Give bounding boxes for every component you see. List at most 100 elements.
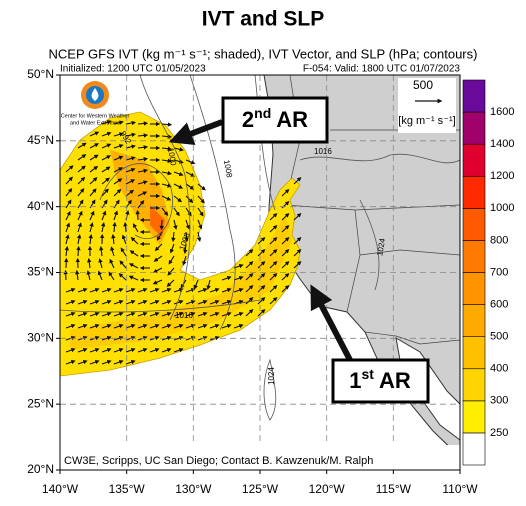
vector	[161, 122, 173, 127]
vector	[185, 300, 196, 305]
vector	[153, 267, 163, 273]
vector	[113, 210, 118, 221]
vector	[65, 348, 76, 353]
vector	[65, 300, 76, 305]
vector	[125, 167, 136, 173]
vector	[89, 177, 98, 185]
colorbar-swatch	[462, 208, 486, 241]
vector	[257, 236, 266, 245]
vector	[281, 248, 290, 257]
vector	[65, 234, 70, 245]
vector-units: [kg m⁻¹ s⁻¹]	[398, 115, 455, 127]
vector	[65, 324, 76, 329]
vector	[137, 145, 149, 150]
vector	[269, 224, 278, 233]
vector	[65, 199, 72, 209]
vector	[101, 312, 112, 317]
vector	[161, 300, 172, 305]
colorbar-swatch	[462, 111, 486, 145]
vector	[161, 170, 173, 176]
vector	[196, 231, 202, 242]
vector	[184, 231, 189, 243]
vector	[209, 324, 220, 329]
vector	[101, 300, 112, 305]
vector	[101, 188, 109, 197]
vector	[101, 177, 110, 185]
colorbar-label: 1400	[490, 138, 514, 150]
slp-contour	[189, 75, 236, 331]
colorbar-swatch	[462, 304, 486, 337]
vector	[245, 272, 254, 281]
vector	[149, 312, 160, 317]
vector	[113, 312, 124, 317]
vector	[77, 348, 88, 353]
vector	[75, 269, 80, 281]
vector	[209, 300, 220, 305]
ar-suffix: nd	[254, 105, 271, 121]
longitude-label: 125°W	[242, 482, 279, 496]
latitude-label: 45°N	[27, 133, 54, 147]
vector	[269, 212, 278, 221]
vector	[98, 258, 103, 269]
vector	[99, 245, 104, 257]
vector	[125, 156, 136, 161]
vector	[269, 248, 278, 257]
title: IVT and SLP	[202, 8, 325, 31]
vector	[125, 144, 136, 149]
vector	[129, 263, 139, 269]
vector	[77, 300, 88, 305]
vector	[197, 183, 206, 191]
contour-label: 1016	[314, 147, 332, 156]
vector	[173, 348, 184, 353]
longitude-label: 120°W	[309, 482, 346, 496]
colorbar-label: 500	[490, 331, 508, 343]
vector	[221, 324, 232, 329]
vector	[185, 219, 190, 230]
vector	[185, 312, 196, 317]
vector	[137, 324, 148, 329]
vector	[171, 231, 176, 243]
vector	[152, 279, 163, 285]
vector	[185, 324, 196, 329]
vector-value: 500	[413, 78, 433, 92]
vector	[173, 195, 183, 203]
vector	[89, 288, 100, 293]
vector	[197, 324, 208, 329]
vector	[77, 188, 85, 197]
vector	[173, 207, 180, 217]
vector	[125, 324, 136, 329]
vector	[87, 257, 92, 269]
vector	[293, 260, 302, 269]
longitude-label: 115°W	[376, 482, 412, 496]
vector	[137, 133, 149, 138]
colorbar-label: 1200	[490, 170, 514, 182]
vector	[65, 336, 76, 341]
vector	[97, 270, 103, 281]
borders	[284, 75, 460, 345]
vector	[221, 276, 232, 281]
vector	[185, 171, 196, 177]
vector	[111, 233, 116, 245]
vector	[89, 143, 100, 149]
vector	[137, 191, 148, 197]
vector	[77, 165, 86, 173]
vector	[65, 360, 76, 365]
vector	[77, 142, 87, 149]
vector	[269, 296, 278, 305]
vector	[113, 120, 124, 125]
vector	[209, 312, 220, 317]
vector	[113, 348, 124, 353]
vector	[118, 273, 127, 281]
vector	[257, 284, 266, 293]
vector	[112, 221, 117, 233]
latitude-label: 20°N	[27, 462, 54, 476]
colorbar-swatch	[462, 79, 486, 113]
vector	[281, 224, 290, 233]
ar-ordinal: 2	[242, 107, 254, 132]
credit: CW3E, Scripps, UC San Diego; Contact B. …	[64, 455, 373, 467]
initialized: Initialized: 1200 UTC 01/05/2023	[60, 64, 206, 75]
vector	[121, 234, 127, 245]
colorbar-swatch	[462, 143, 486, 177]
vector	[156, 231, 163, 241]
